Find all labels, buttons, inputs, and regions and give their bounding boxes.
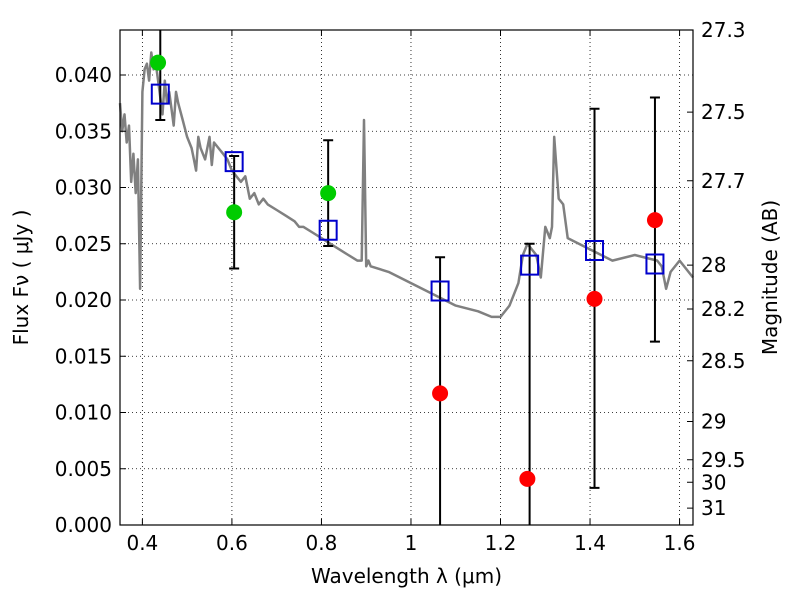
template-spectrum-line: [118, 51, 694, 319]
model-photometry-square: [150, 83, 170, 105]
x-tick-label: 0.8: [306, 531, 338, 555]
observed-point-green: [226, 204, 243, 221]
x-tick-label: 1.6: [664, 531, 696, 555]
y-right-tick-label: 27.5: [701, 100, 746, 124]
x-tick-label: 0.4: [126, 531, 158, 555]
y-tick-label: 0.040: [55, 63, 112, 87]
plot-frame: [119, 29, 694, 526]
y-right-tick-label: 31: [701, 496, 726, 520]
model-photometry-square: [224, 151, 244, 173]
y-tick-label: 0.035: [55, 119, 112, 143]
y-tick-label: 0.030: [55, 176, 112, 200]
y-tick-label: 0.015: [55, 344, 112, 368]
x-tick-label: 0.6: [216, 531, 248, 555]
y-axis-title: Flux Fν ( μJy ): [9, 210, 33, 346]
observed-point-red: [646, 212, 663, 229]
observed-point-green: [320, 185, 337, 202]
x-axis-title: Wavelength λ (μm): [311, 564, 502, 588]
y-right-tick-label: 27.7: [701, 169, 746, 193]
y-right-tick-label: 28.5: [701, 349, 746, 373]
y-tick-label: 0.020: [55, 288, 112, 312]
observed-point-red: [586, 290, 603, 307]
y-right-tick-label: 28.2: [701, 297, 746, 321]
y-right-tick-label: 30: [701, 470, 726, 494]
y-tick-label: 0.025: [55, 232, 112, 256]
y-axis-title-right: Magnitude (AB): [758, 200, 782, 355]
model-photometry-square: [585, 240, 605, 261]
model-photometry-square: [430, 280, 450, 302]
model-photometry-square: [318, 219, 338, 241]
y-tick-label: 0.005: [55, 457, 112, 481]
y-right-tick-label: 28: [701, 253, 726, 277]
x-tick-label: 1.4: [574, 531, 606, 555]
y-right-tick-label: 29: [701, 410, 726, 434]
observed-point-red: [519, 470, 536, 487]
y-tick-label: 0.010: [55, 401, 112, 425]
x-tick-label: 1.2: [485, 531, 517, 555]
observed-point-green: [150, 54, 167, 71]
y-tick-label: 0.000: [55, 513, 112, 537]
x-tick-label: 1: [405, 531, 418, 555]
model-photometry-square: [645, 253, 665, 275]
observed-point-red: [432, 385, 449, 402]
data-layer: [118, 30, 694, 525]
tick-layer: 0.4 0.6 0.8 1 1.2 1.4 1.6 0.000 0.005 0.010 0.015 0…: [55, 18, 746, 555]
y-right-tick-label: 27.3: [701, 18, 746, 42]
y-right-tick-label: 29.5: [701, 448, 746, 472]
grid-layer: [120, 30, 693, 526]
model-photometry-square: [520, 254, 540, 276]
